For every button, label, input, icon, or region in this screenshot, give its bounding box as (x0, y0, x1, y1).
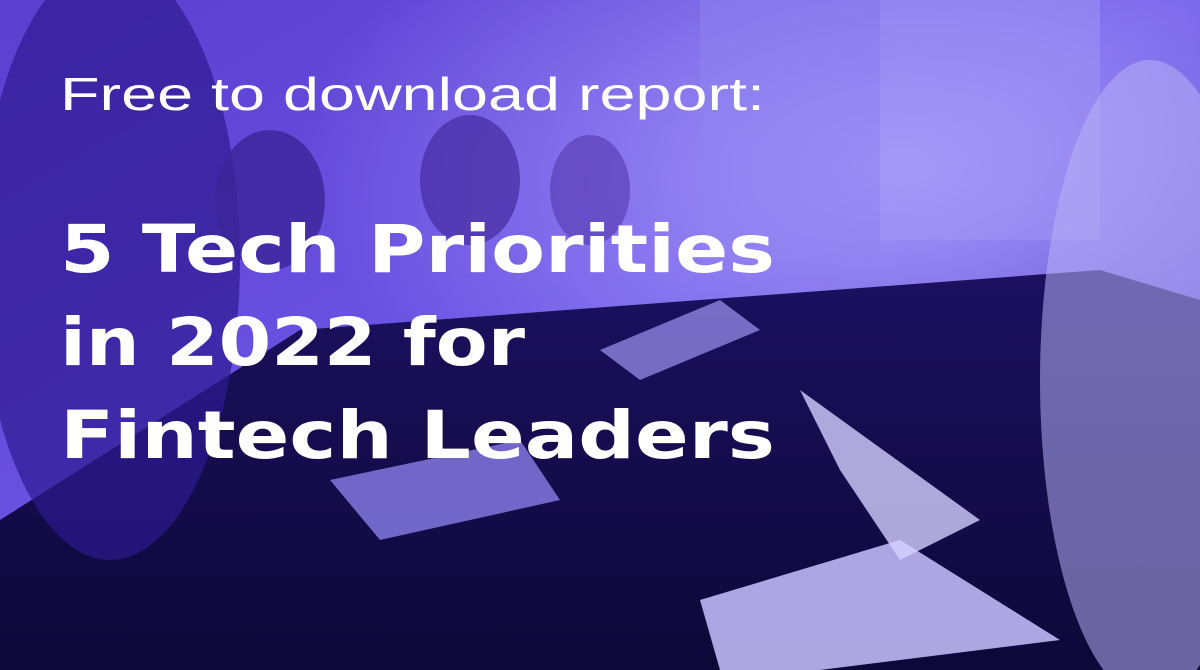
person (0, 0, 240, 560)
paper (800, 390, 980, 560)
paper (700, 540, 1060, 670)
subtitle: Free to download report: (60, 68, 765, 120)
person (420, 115, 520, 245)
person (1040, 60, 1200, 670)
title-line: 5 Tech Priorities (60, 211, 775, 288)
title-line: Fintech Leaders (60, 397, 775, 474)
laptop (600, 300, 760, 380)
paper (330, 440, 560, 540)
person (215, 130, 325, 270)
window (700, 0, 880, 260)
person (550, 135, 630, 245)
title-line: in 2022 for (60, 304, 526, 381)
